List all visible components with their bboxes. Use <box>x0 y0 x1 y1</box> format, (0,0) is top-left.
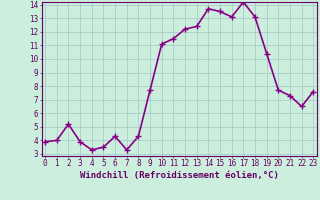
X-axis label: Windchill (Refroidissement éolien,°C): Windchill (Refroidissement éolien,°C) <box>80 171 279 180</box>
